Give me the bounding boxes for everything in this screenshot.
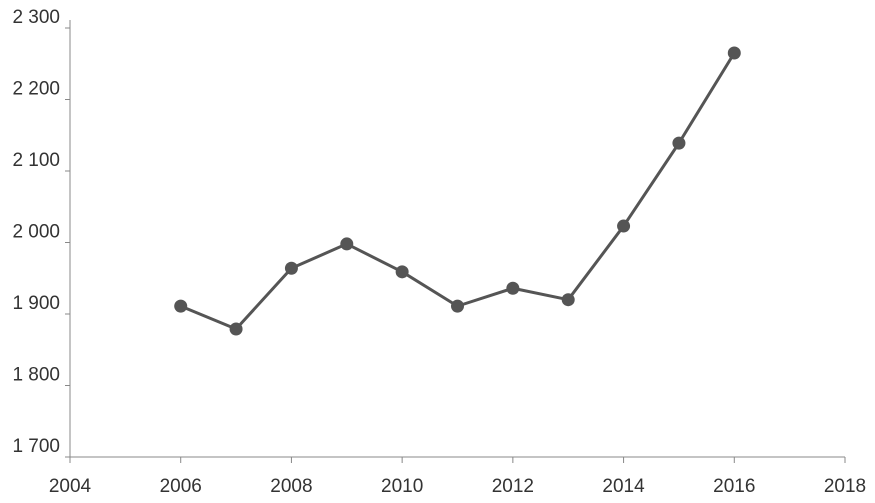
- point: [284, 261, 298, 275]
- x-tick-label: 2016: [713, 476, 755, 497]
- x-tick-label: 2008: [270, 476, 312, 497]
- y-tick-label: 1 900: [12, 293, 60, 314]
- y-tick-label: 1 700: [12, 436, 60, 457]
- point: [617, 219, 631, 233]
- y-tick-label: 1 800: [12, 365, 60, 386]
- x-tick-label: 2012: [492, 476, 534, 497]
- point: [229, 322, 243, 336]
- point: [451, 299, 464, 313]
- point: [395, 265, 409, 279]
- y-tick-label: 2 100: [12, 150, 60, 171]
- point: [561, 293, 575, 307]
- x-tick-label: 2018: [824, 476, 866, 497]
- point: [672, 136, 686, 150]
- y-tick-label: 2 200: [12, 79, 60, 100]
- point: [174, 299, 188, 313]
- point: [506, 281, 520, 295]
- point: [340, 237, 354, 251]
- y-tick-label: 2 000: [12, 222, 60, 243]
- y-tick-label: 2 300: [12, 7, 60, 28]
- x-tick-label: 2004: [49, 476, 92, 497]
- series-line: [180, 52, 736, 331]
- x-tick-label: 2014: [602, 476, 645, 497]
- point: [727, 46, 741, 60]
- x-tick-label: 2006: [160, 476, 202, 497]
- x-tick-label: 2010: [381, 476, 423, 497]
